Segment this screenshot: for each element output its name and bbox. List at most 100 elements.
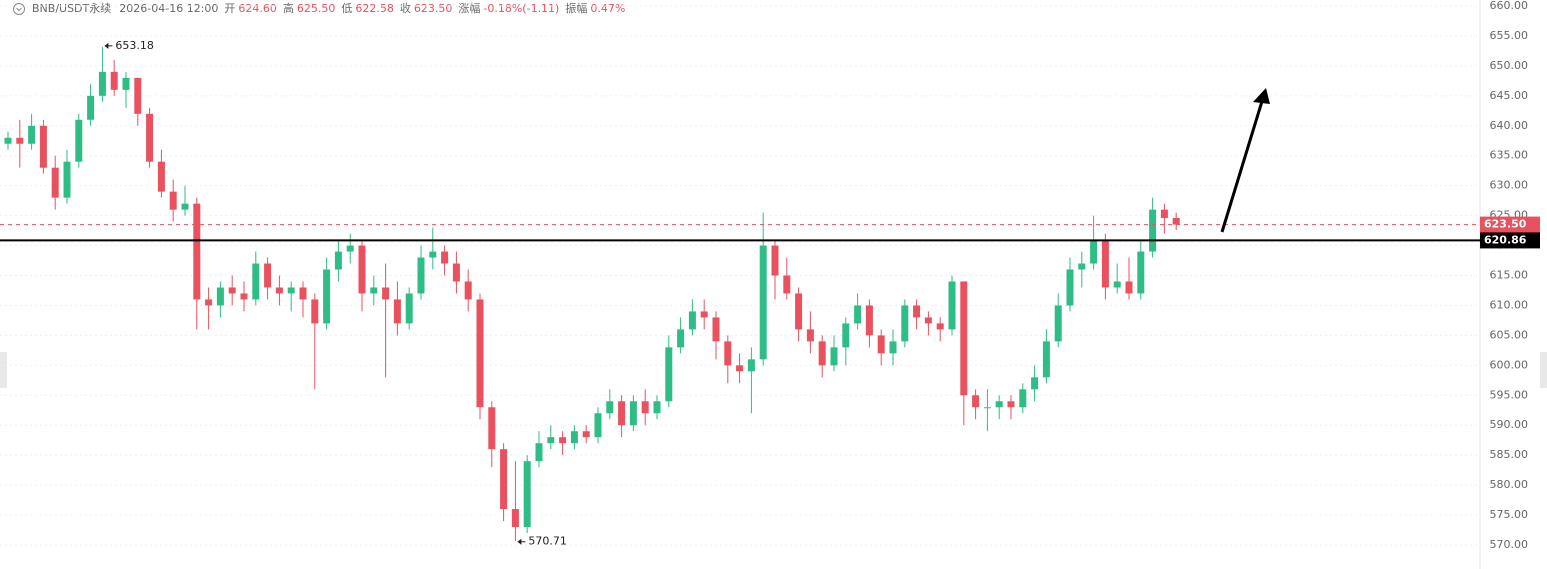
candle-body [264, 263, 272, 288]
field-label: 高 [283, 1, 294, 15]
candle-body [110, 71, 118, 90]
y-tick-label: 655.00 [1490, 29, 1529, 42]
field-value: 0.47% [590, 2, 625, 15]
candle-body [960, 281, 968, 396]
y-tick-label: 575.00 [1490, 508, 1529, 521]
candle-body [889, 341, 897, 354]
candle-body [665, 347, 673, 402]
candle-body [181, 203, 189, 210]
candle-body [983, 407, 991, 409]
y-tick-label: 580.00 [1490, 478, 1529, 491]
candle-body [323, 269, 331, 324]
annotation-arrow-head [104, 42, 109, 49]
candle-body [1031, 377, 1039, 390]
trend-arrow-head [1253, 88, 1270, 104]
candle-body [570, 431, 578, 444]
overlays: 653.18 570.71 623.50 620.86 [0, 39, 1540, 548]
candle-body [311, 299, 319, 324]
candle-body [441, 251, 449, 264]
candle-body [688, 311, 696, 330]
candle-body [559, 437, 567, 444]
candle-body [1066, 269, 1074, 306]
candle-body [830, 347, 838, 366]
field-value: -0.18%(-1.11) [483, 2, 559, 15]
candle-body [28, 125, 36, 144]
candle-body [346, 245, 354, 252]
candle-body [63, 161, 71, 198]
candle-body [16, 137, 24, 144]
candle-body [98, 71, 106, 96]
collapse-icon[interactable] [13, 3, 25, 15]
y-tick-label: 600.00 [1490, 358, 1529, 371]
y-tick-label: 645.00 [1490, 89, 1529, 102]
header: BNB/USDT永续 2026-04-16 12:00 开 624.60 高 625.50… [32, 1, 625, 15]
candle-body [771, 245, 779, 276]
y-tick-label: 605.00 [1490, 328, 1529, 341]
candle-body [629, 401, 637, 426]
candle-body [334, 251, 342, 270]
candle-body [500, 449, 508, 510]
header-text: BNB/USDT永续 2026-04-16 12:00 开 624.60 高 625.50… [32, 1, 625, 15]
symbol: BNB/USDT永续 [32, 1, 111, 15]
candle-body [275, 287, 283, 294]
candle-body [370, 287, 378, 294]
candle-body [1007, 401, 1015, 408]
candle-body [795, 293, 803, 330]
candle-body [1054, 305, 1062, 342]
candle-body [724, 341, 732, 366]
candle-body [806, 329, 814, 342]
collapse-chevron [16, 7, 22, 12]
candle-body [677, 329, 685, 348]
candle-body [582, 431, 590, 438]
candle-body [228, 287, 236, 294]
candle-body [535, 443, 543, 462]
candle-body [1137, 251, 1145, 294]
y-tick-label: 585.00 [1490, 448, 1529, 461]
candle-body [759, 245, 767, 360]
annotation-label: 653.18 [115, 39, 153, 52]
field-value: 625.50 [297, 2, 336, 15]
last-price-label: 623.50 [1484, 218, 1527, 231]
candle-body [1019, 389, 1027, 408]
candle-body [39, 125, 47, 168]
candle-body [205, 299, 213, 306]
y-tick-label: 635.00 [1490, 149, 1529, 162]
candle-body [618, 401, 626, 426]
left-tab[interactable] [0, 352, 7, 388]
annotation-arrow-head [517, 538, 522, 545]
candle-body [193, 203, 201, 300]
candle-body [1160, 209, 1168, 219]
field-label: 收 [400, 1, 411, 15]
candle-body [818, 341, 826, 366]
trend-arrow [1220, 97, 1265, 233]
candle-body [464, 281, 472, 300]
field-value: 622.58 [355, 2, 394, 15]
candle-body [87, 95, 95, 120]
candle-body [358, 245, 366, 294]
candle-body [417, 257, 425, 294]
candle-body [865, 305, 873, 336]
candle-body [948, 281, 956, 330]
candle-body [1125, 281, 1133, 294]
candle-body [405, 293, 413, 324]
candle-body [606, 401, 614, 414]
level-tag [1480, 232, 1540, 249]
candle-body [653, 401, 661, 414]
candle-body [122, 77, 130, 90]
right-tab[interactable] [1540, 352, 1547, 388]
y-tick-label: 570.00 [1490, 538, 1529, 551]
candle-body [854, 305, 862, 324]
candle-body [287, 287, 295, 294]
candle-body [1149, 209, 1157, 252]
candle-body [299, 287, 307, 300]
candle-body [429, 251, 437, 258]
candle-body [842, 323, 850, 348]
time: 2026-04-16 12:00 [119, 2, 218, 15]
candle-body [736, 365, 744, 372]
candle-body [134, 77, 142, 114]
candle-body [523, 461, 531, 528]
candle-body [901, 305, 909, 342]
field-label: 涨幅 [458, 2, 480, 15]
candle-body [547, 437, 555, 444]
